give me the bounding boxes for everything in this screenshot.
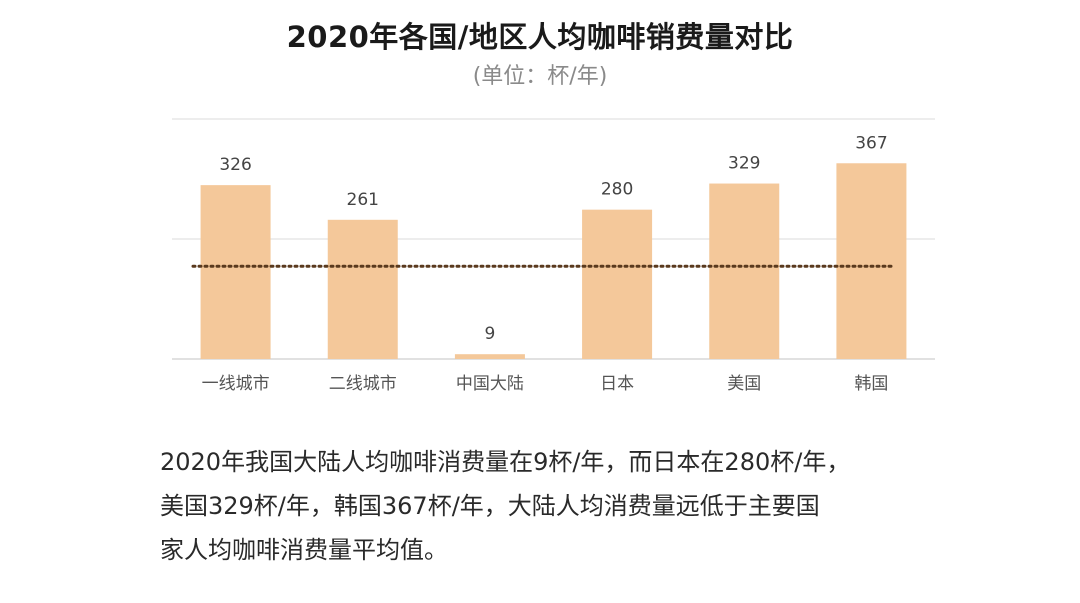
bar — [582, 209, 653, 359]
category-label: 中国大陆 — [456, 374, 524, 394]
value-labels: 326 261 9 280 329 367 — [219, 133, 887, 344]
bars — [200, 163, 907, 359]
bar-chart: 326 261 9 280 329 367 一线城市 二线城市 中国大陆 日本 美国 韩国 — [172, 118, 935, 394]
grid-lines — [172, 118, 935, 360]
category-label: 一线城市 — [202, 374, 270, 394]
data-label: 280 — [601, 180, 633, 200]
bar — [200, 185, 271, 359]
category-label: 日本 — [600, 374, 634, 394]
bar — [454, 354, 525, 359]
category-labels: 一线城市 二线城市 中国大陆 日本 美国 韩国 — [202, 374, 889, 394]
data-label: 326 — [219, 155, 251, 175]
data-label: 367 — [855, 133, 887, 153]
category-label: 美国 — [727, 374, 761, 394]
bar — [709, 183, 780, 359]
caption-text: 2020年我国大陆人均咖啡消费量在9杯/年，而日本在280杯/年， 美国329杯… — [160, 440, 960, 572]
caption-line: 2020年我国大陆人均咖啡消费量在9杯/年，而日本在280杯/年， — [160, 448, 851, 476]
category-label: 韩国 — [854, 374, 888, 394]
caption-line: 美国329杯/年，韩国367杯/年，大陆人均消费量远低于主要国 — [160, 492, 820, 520]
chart-subtitle: (单位：杯/年) — [472, 64, 608, 89]
data-label: 261 — [347, 190, 379, 210]
bar — [836, 163, 907, 359]
data-label: 329 — [728, 154, 760, 174]
chart-title: 2020年各国/地区人均咖啡销费量对比 — [286, 20, 794, 54]
bar — [327, 219, 398, 359]
data-label: 9 — [485, 324, 496, 344]
category-label: 二线城市 — [329, 374, 397, 394]
caption-line: 家人均咖啡消费量平均值。 — [160, 536, 448, 564]
